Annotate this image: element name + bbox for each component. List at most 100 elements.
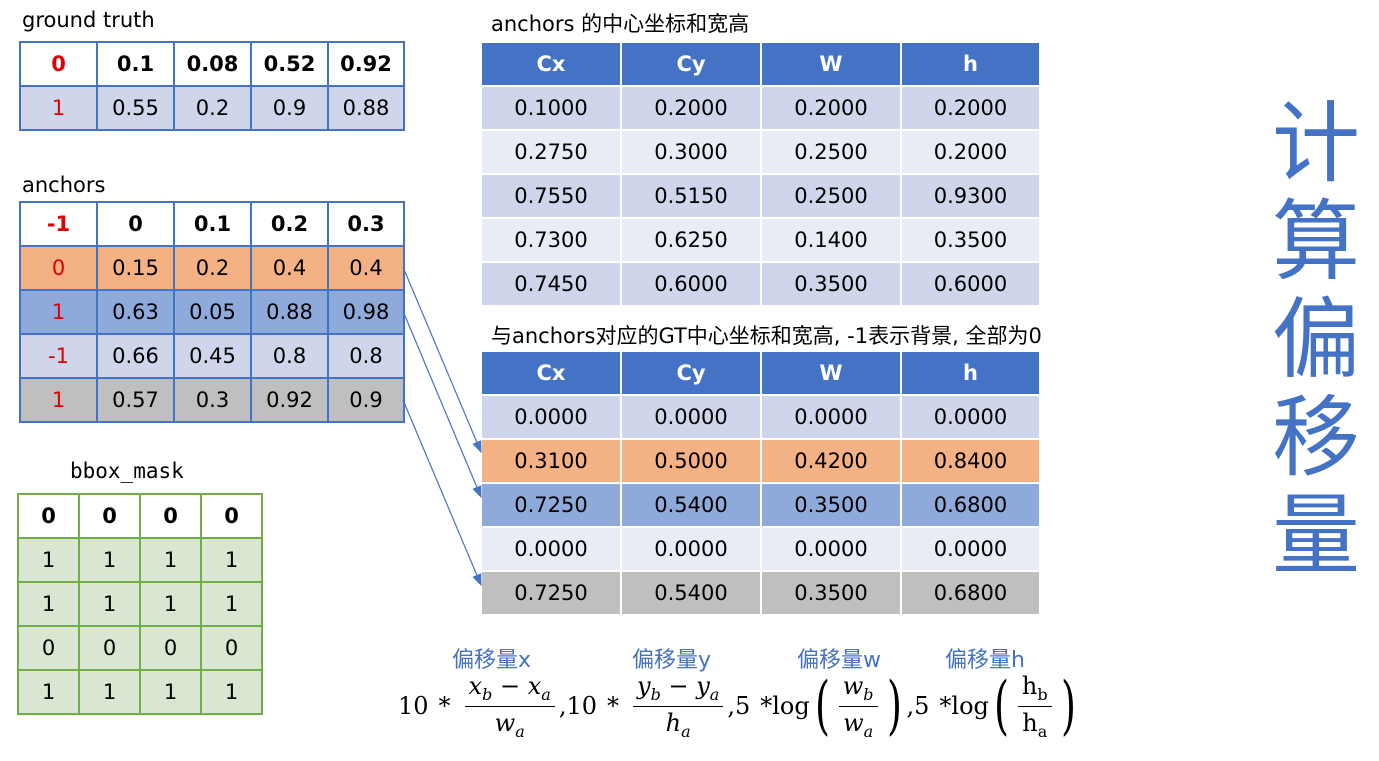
table-cell: 0.3500 <box>760 482 902 528</box>
gt-centers-table: Cx Cy W h 0.0000 0.0000 0.0000 0.0000 0.… <box>480 350 1041 616</box>
bbox-mask-row: 0 0 0 0 <box>17 625 263 671</box>
anchor-cell: 0.15 <box>96 245 175 291</box>
mask-cell: 1 <box>78 669 141 715</box>
formula-var: w <box>843 708 864 737</box>
anchor-cell: 0 <box>96 201 175 247</box>
offset-label-w: 偏移量w <box>797 648 881 673</box>
table-row: 0.7550 0.5150 0.2500 0.9300 <box>480 173 1041 219</box>
formula-sub: b <box>482 684 493 704</box>
anchors-title: anchors <box>22 173 106 197</box>
offset-formula: 10 * xb − xa wa , 10 * yb − ya ha , 5 * … <box>398 672 1081 741</box>
table-cell: 0.2750 <box>480 129 622 175</box>
anchor-cell: -1 <box>19 333 98 379</box>
mask-cell: 0 <box>139 625 202 671</box>
gt-centers-title: 与anchors对应的GT中心坐标和宽高, -1表示背景, 全部为0 <box>491 324 1042 348</box>
anchor-centers-title: anchors 的中心坐标和宽高 <box>491 12 750 36</box>
anchor-cell: 0.9 <box>327 377 405 423</box>
anchor-centers-header: Cx Cy W h <box>480 41 1041 87</box>
formula-sub: a <box>541 684 551 704</box>
formula-const: 10 <box>398 692 429 721</box>
formula-log: log <box>772 692 810 721</box>
table-cell: 0.7250 <box>480 482 622 528</box>
formula-const: 5 <box>734 692 751 721</box>
table-cell: 0.2000 <box>900 129 1041 175</box>
column-header: Cy <box>620 41 762 87</box>
bbox-mask-table: 0 0 0 0 1 1 1 1 1 1 1 1 0 0 0 0 1 1 1 1 <box>17 493 263 715</box>
mask-cell: 1 <box>200 537 263 583</box>
mask-cell: 0 <box>78 493 141 539</box>
fraction-y: yb − ya ha <box>633 672 724 741</box>
anchor-cell: 1 <box>19 377 98 423</box>
mask-cell: 0 <box>139 493 202 539</box>
formula-const: 5 <box>914 692 930 721</box>
fraction-h: hb ha <box>1017 672 1052 741</box>
table-cell: 0.0000 <box>620 394 762 440</box>
formula-var: y <box>637 672 651 700</box>
bbox-mask-row: 0 0 0 0 <box>17 493 263 539</box>
anchor-cell: 0.2 <box>173 245 252 291</box>
table-cell: 0.7550 <box>480 173 622 219</box>
anchor-cell: 0.8 <box>327 333 405 379</box>
mask-cell: 1 <box>17 669 80 715</box>
side-title-char: 移 <box>1271 386 1360 489</box>
anchors-table: -1 0 0.1 0.2 0.3 0 0.15 0.2 0.4 0.4 1 0.… <box>19 201 405 423</box>
formula-op: − <box>668 672 689 700</box>
anchor-cell: 0.05 <box>173 289 252 335</box>
anchor-cell: 0.66 <box>96 333 175 379</box>
table-cell: 0.0000 <box>480 526 622 572</box>
bbox-mask-row: 1 1 1 1 <box>17 537 263 583</box>
ground-truth-header: 0 0.1 0.08 0.52 0.92 <box>19 41 405 87</box>
formula-var: w <box>842 672 864 700</box>
gt-cell: 0.55 <box>96 85 175 131</box>
formula-const: 10 <box>566 692 598 721</box>
table-cell: 0.5000 <box>620 438 762 484</box>
arrow-row-0 <box>402 266 482 454</box>
formula-op: − <box>499 672 521 700</box>
anchor-cell: 1 <box>19 289 98 335</box>
side-title-char: 算 <box>1271 190 1360 293</box>
left-paren: ( <box>814 669 830 744</box>
anchor-cell: 0.2 <box>250 201 329 247</box>
table-cell: 0.8400 <box>900 438 1041 484</box>
mask-cell: 1 <box>200 669 263 715</box>
table-cell: 0.3100 <box>480 438 622 484</box>
table-cell: 0.2500 <box>760 129 902 175</box>
table-cell: 0.7300 <box>480 217 622 263</box>
table-cell: 0.0000 <box>760 394 902 440</box>
mask-cell: 1 <box>139 669 202 715</box>
fraction-w: wb wa <box>838 672 878 741</box>
mask-cell: 1 <box>139 581 202 627</box>
ground-truth-table: 0 0.1 0.08 0.52 0.92 1 0.55 0.2 0.9 0.88 <box>19 41 405 131</box>
formula-var: h <box>1022 708 1038 737</box>
formula-var: w <box>494 708 516 737</box>
anchors-header: -1 0 0.1 0.2 0.3 <box>19 201 405 247</box>
mask-cell: 1 <box>17 581 80 627</box>
table-cell: 0.0000 <box>480 394 622 440</box>
formula-comma: , <box>558 692 567 721</box>
table-cell: 0.6800 <box>900 570 1041 616</box>
table-cell: 0.3000 <box>620 129 762 175</box>
formula-var: x <box>527 672 542 700</box>
arrow-row-3 <box>402 399 482 587</box>
anchor-centers-table: Cx Cy W h 0.1000 0.2000 0.2000 0.2000 0.… <box>480 41 1041 307</box>
column-header: h <box>900 41 1041 87</box>
table-cell: 0.5150 <box>620 173 762 219</box>
anchor-cell: 0.98 <box>327 289 405 335</box>
table-row: 0.7250 0.5400 0.3500 0.6800 <box>480 570 1041 616</box>
table-cell: 0.2000 <box>900 85 1041 131</box>
gt-centers-header: Cx Cy W h <box>480 350 1041 396</box>
side-title-char: 计 <box>1271 92 1360 195</box>
table-cell: 0.2000 <box>760 85 902 131</box>
table-cell: 0.7450 <box>480 261 622 307</box>
formula-sub: b <box>650 684 661 704</box>
anchors-row: 0 0.15 0.2 0.4 0.4 <box>19 245 405 291</box>
offset-label-y: 偏移量y <box>632 648 712 673</box>
table-cell: 0.9300 <box>900 173 1041 219</box>
table-row: 0.0000 0.0000 0.0000 0.0000 <box>480 394 1041 440</box>
column-header: W <box>760 41 902 87</box>
bbox-mask-title: bbox_mask <box>70 459 184 483</box>
formula-op: * <box>438 692 451 721</box>
gt-cell: 0.08 <box>173 41 252 87</box>
table-row: 0.7250 0.5400 0.3500 0.6800 <box>480 482 1041 528</box>
formula-var: x <box>468 672 483 700</box>
